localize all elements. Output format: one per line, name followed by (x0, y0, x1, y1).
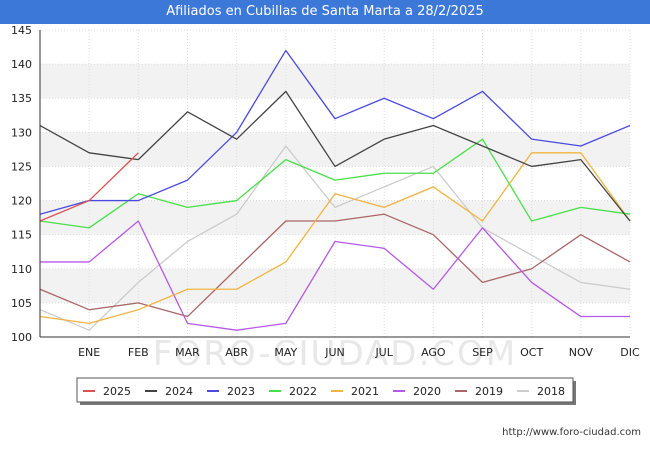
y-tick-label: 100 (11, 331, 32, 344)
x-tick-label: ENE (78, 346, 100, 359)
legend-label-2024: 2024 (165, 385, 193, 398)
legend-label-2025: 2025 (103, 385, 131, 398)
x-tick-label: MAR (175, 346, 200, 359)
y-tick-label: 110 (11, 263, 32, 276)
series-line-2023 (39, 49, 631, 215)
y-axis-ticks: 100 105 110 115 120 125 130 135 140 145 (11, 24, 32, 344)
legend-label-2021: 2021 (351, 385, 379, 398)
series-line-2025 (39, 152, 139, 222)
series-line-2019 (39, 213, 631, 318)
legend: 2025 2024 2023 2022 2021 2020 2019 2018 (76, 377, 576, 405)
series-lines (39, 49, 631, 331)
legend-label-2023: 2023 (227, 385, 255, 398)
legend-box (76, 377, 574, 403)
series-line-2024 (39, 90, 631, 222)
x-tick-label: NOV (569, 346, 594, 359)
x-tick-label: JUN (324, 346, 345, 359)
y-tick-label: 120 (11, 195, 32, 208)
y-tick-label: 130 (11, 126, 32, 139)
axis-frame (39, 30, 630, 338)
y-tick-label: 115 (11, 229, 32, 242)
legend-label-2020: 2020 (413, 385, 441, 398)
source-credit: http://www.foro-ciudad.com (502, 427, 641, 438)
y-tick-label: 105 (11, 297, 32, 310)
watermark: FORO-CIUDAD.COM (153, 334, 517, 374)
series-line-2022 (39, 138, 631, 229)
x-tick-label: AGO (421, 346, 446, 359)
plot-band (40, 132, 630, 167)
series-line-2020 (40, 220, 630, 331)
x-tick-label: ABR (225, 346, 248, 359)
legend-label-2019: 2019 (475, 385, 503, 398)
series-line-2018 (39, 145, 631, 331)
y-tick-label: 140 (11, 58, 32, 71)
x-tick-label: SEP (472, 346, 493, 359)
y-tick-label: 135 (11, 92, 32, 105)
chart-title: Afiliados en Cubillas de Santa Marta a 2… (0, 0, 650, 24)
x-tick-label: DIC (620, 346, 640, 359)
x-tick-label: FEB (128, 346, 149, 359)
series-line-2021 (39, 152, 631, 325)
legend-label-2018: 2018 (537, 385, 565, 398)
x-tick-label: OCT (520, 346, 543, 359)
x-tick-label: JUL (374, 346, 393, 359)
y-tick-label: 145 (11, 24, 32, 37)
x-axis-ticks: ENE FEB MAR ABR MAY JUN JUL AGO SEP OCT NOV DIC (78, 346, 640, 359)
legend-label-2022: 2022 (289, 385, 317, 398)
x-tick-label: MAY (274, 346, 297, 359)
y-tick-label: 125 (11, 160, 32, 173)
